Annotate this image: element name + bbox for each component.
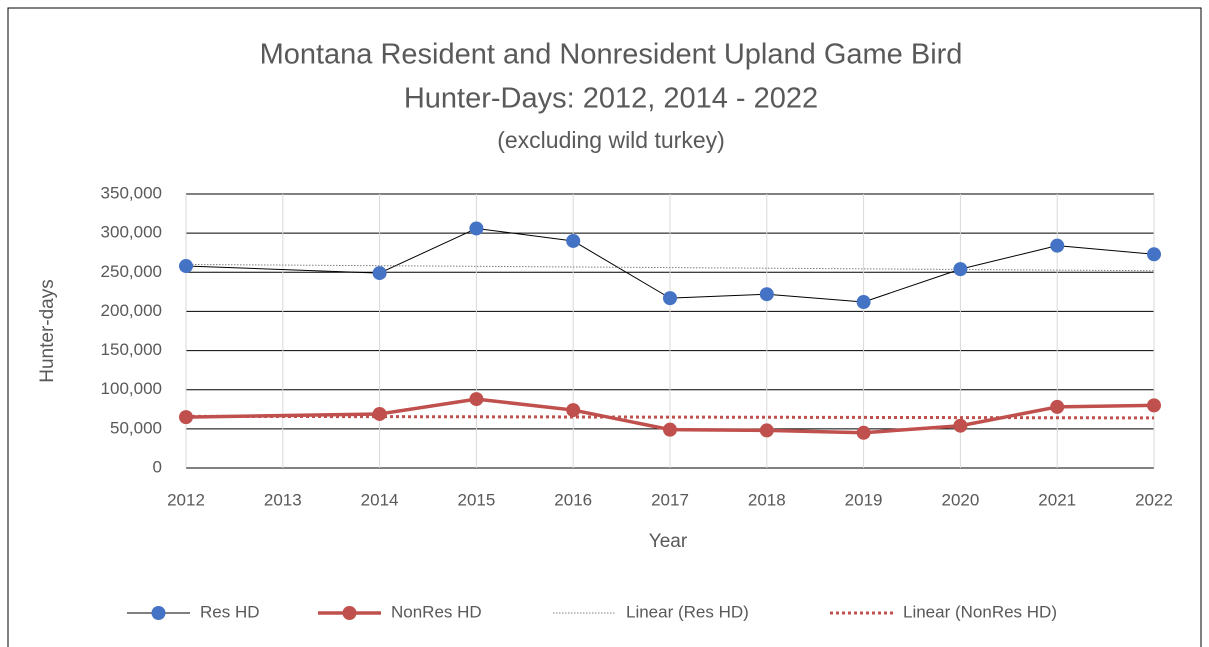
y-tick-label: 200,000 xyxy=(101,301,162,320)
chart-title: Hunter-Days: 2012, 2014 - 2022 xyxy=(404,83,818,115)
point xyxy=(663,422,677,437)
x-tick-label: 2018 xyxy=(748,490,786,509)
y-tick-label: 150,000 xyxy=(101,340,162,359)
legend-marker xyxy=(342,606,357,620)
point xyxy=(1147,398,1161,413)
x-tick-label: 2022 xyxy=(1135,490,1173,509)
x-axis-label: Year xyxy=(649,531,688,552)
series-line xyxy=(185,227,1155,303)
legend-label: NonRes HD xyxy=(391,602,482,621)
x-tick-label: 2013 xyxy=(264,490,302,509)
point xyxy=(856,425,871,440)
point xyxy=(179,259,193,274)
x-tick-label: 2019 xyxy=(845,490,883,509)
point xyxy=(953,418,968,433)
chart-border xyxy=(7,7,1202,647)
trend-line xyxy=(185,263,1155,272)
x-tick-label: 2020 xyxy=(941,490,979,509)
point xyxy=(1147,247,1161,262)
point xyxy=(469,392,484,407)
point xyxy=(953,262,968,277)
point xyxy=(663,291,677,306)
x-tick-label: 2012 xyxy=(167,490,205,509)
point xyxy=(372,406,387,421)
point xyxy=(372,266,387,281)
point xyxy=(1050,399,1065,414)
chart-subtitle: (excluding wild turkey) xyxy=(497,127,725,153)
y-tick-label: 0 xyxy=(153,457,162,476)
legend-label: Linear (NonRes HD) xyxy=(903,602,1057,621)
x-tick-label: 2021 xyxy=(1038,490,1076,509)
x-tick-label: 2014 xyxy=(361,490,399,509)
y-tick-label: 350,000 xyxy=(101,183,162,202)
legend-marker xyxy=(151,606,166,620)
point xyxy=(469,221,484,236)
legend-label: Linear (Res HD) xyxy=(626,602,749,621)
point xyxy=(566,233,581,248)
y-axis-label: Hunter-days xyxy=(37,279,58,383)
chart-title: Montana Resident and Nonresident Upland … xyxy=(260,39,963,71)
x-tick-label: 2016 xyxy=(554,490,592,509)
x-tick-label: 2017 xyxy=(651,490,689,509)
y-tick-label: 300,000 xyxy=(101,223,162,242)
point xyxy=(179,410,193,425)
trend-line xyxy=(185,414,1155,420)
point xyxy=(759,423,774,438)
y-tick-label: 250,000 xyxy=(101,262,162,281)
point xyxy=(566,403,581,418)
point xyxy=(856,295,871,310)
y-tick-label: 50,000 xyxy=(110,418,162,437)
y-tick-label: 100,000 xyxy=(101,379,162,398)
point xyxy=(1050,238,1065,253)
point xyxy=(759,287,774,302)
legend-label: Res HD xyxy=(200,602,260,621)
x-tick-label: 2015 xyxy=(457,490,495,509)
